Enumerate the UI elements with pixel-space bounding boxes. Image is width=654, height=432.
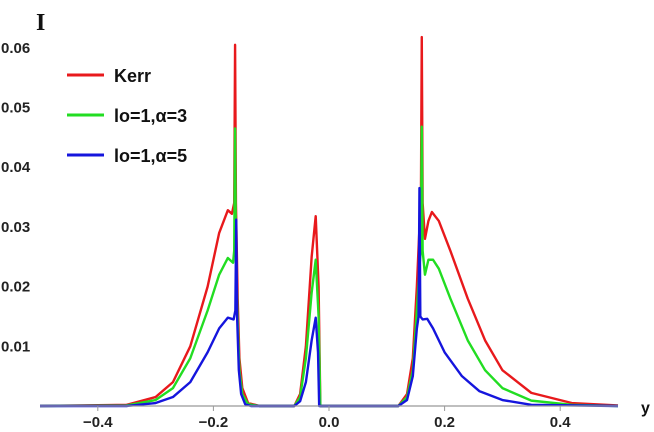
y-tick-label: 0.05 xyxy=(1,100,30,117)
y-axis-ticks: 0.01 0.02 0.03 0.04 0.05 0.06 xyxy=(1,40,31,355)
y-tick-label: 0.06 xyxy=(1,40,30,57)
x-tick-label: 0.2 xyxy=(434,414,455,431)
y-tick-label: 0.02 xyxy=(1,279,30,296)
series-line-1 xyxy=(39,35,619,408)
y-tick-label: 0.01 xyxy=(1,338,30,355)
series-line-3 xyxy=(40,186,619,408)
plot-area xyxy=(39,35,619,408)
y-axis-title: I xyxy=(36,10,45,36)
legend-label: lo=1,α=5 xyxy=(114,146,187,166)
x-tick-label: −0.2 xyxy=(199,414,229,431)
x-tick-label: 0.0 xyxy=(319,414,340,431)
x-axis-title: y xyxy=(641,400,650,417)
legend-label: Kerr xyxy=(114,66,151,86)
series-line-2 xyxy=(39,125,619,408)
y-tick-label: 0.03 xyxy=(1,219,30,236)
legend-label: lo=1,α=3 xyxy=(114,106,187,126)
x-axis-ticks: −0.4 −0.2 0.0 0.2 0.4 xyxy=(83,406,571,431)
x-tick-label: 0.4 xyxy=(550,414,572,431)
legend: Kerr lo=1,α=3 lo=1,α=5 xyxy=(67,66,187,166)
y-tick-label: 0.04 xyxy=(1,159,31,176)
x-tick-label: −0.4 xyxy=(83,414,113,431)
